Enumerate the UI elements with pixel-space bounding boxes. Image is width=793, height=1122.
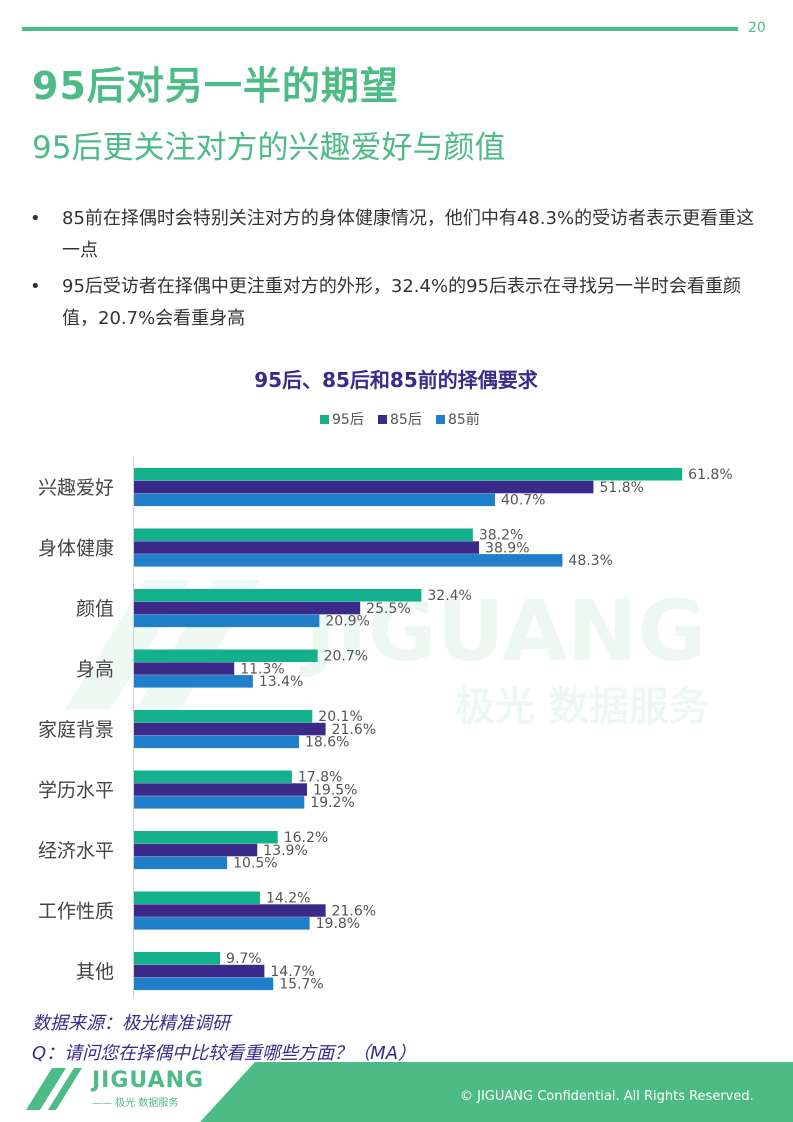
bar bbox=[134, 952, 221, 965]
data-label: 61.8% bbox=[688, 467, 732, 483]
chart-legend: 95后 85后 85前 bbox=[320, 411, 480, 428]
question-note: Q：请问您在择偶中比较看重哪些方面？（MA） bbox=[32, 1043, 417, 1064]
bar bbox=[134, 735, 299, 749]
data-label: 19.2% bbox=[310, 795, 354, 811]
data-label: 21.6% bbox=[332, 903, 376, 919]
data-label: 32.4% bbox=[427, 588, 471, 604]
data-label: 38.2% bbox=[479, 528, 523, 544]
category-label: 工作性质 bbox=[38, 901, 114, 923]
bullet-list: • 85前在择偶时会特别关注对方的身体健康情况，他们中有48.3%的受访者表示更看… bbox=[30, 203, 760, 339]
data-label: 20.1% bbox=[318, 709, 362, 725]
legend-swatch-0 bbox=[320, 415, 329, 424]
bar bbox=[134, 856, 228, 870]
data-label: 18.6% bbox=[305, 735, 349, 751]
bar bbox=[134, 904, 326, 917]
bullet-item: • 95后受访者在择偶中更注重对方的外形，32.4%的95后表示在寻找另一半时会看… bbox=[30, 276, 741, 329]
footer-logo-text: JIGUANG bbox=[92, 1068, 205, 1093]
bar bbox=[134, 770, 292, 783]
legend-swatch-1 bbox=[378, 415, 387, 424]
bar bbox=[134, 722, 326, 736]
bar bbox=[134, 710, 313, 723]
bar bbox=[134, 796, 305, 809]
bar bbox=[134, 675, 253, 688]
legend-label-1: 85后 bbox=[390, 412, 422, 428]
data-label: 48.3% bbox=[568, 553, 612, 569]
bullet-text: 85前在择偶时会特别关注对方的身体健康情况，他们中有48.3%的受访者表示更看重… bbox=[62, 208, 755, 261]
bar bbox=[134, 891, 260, 904]
bullet-item: • 85前在择偶时会特别关注对方的身体健康情况，他们中有48.3%的受访者表示更看… bbox=[30, 208, 755, 261]
bar bbox=[134, 662, 235, 675]
bar bbox=[134, 831, 278, 844]
page-number: 20 bbox=[748, 20, 766, 36]
bar bbox=[134, 843, 258, 857]
bar bbox=[134, 528, 473, 541]
category-label: 颜值 bbox=[76, 598, 114, 620]
bar bbox=[134, 541, 480, 554]
legend-label-0: 95后 bbox=[332, 412, 364, 428]
bar bbox=[134, 649, 318, 662]
data-label: 17.8% bbox=[298, 770, 342, 786]
data-label: 9.7% bbox=[226, 951, 262, 967]
data-label: 20.9% bbox=[325, 614, 369, 630]
source-note: 数据来源：极光精准调研 bbox=[32, 1013, 230, 1034]
footer-logo-sub: —— 极光 数据服务 bbox=[92, 1098, 179, 1109]
data-label: 10.5% bbox=[233, 856, 277, 872]
data-label: 16.2% bbox=[284, 830, 328, 846]
bar bbox=[134, 601, 361, 615]
data-label: 13.9% bbox=[263, 843, 307, 859]
bar bbox=[134, 468, 683, 481]
data-label: 13.4% bbox=[259, 674, 303, 690]
category-label: 身体健康 bbox=[38, 538, 114, 560]
data-label: 11.3% bbox=[240, 661, 284, 677]
footer-copyright: © JIGUANG Confidential. All Rights Reser… bbox=[460, 1089, 754, 1104]
bar bbox=[134, 964, 265, 978]
bar bbox=[134, 589, 422, 602]
data-label: 38.9% bbox=[485, 540, 529, 556]
chart: 95后、85后和85前的择偶要求 95后 85后 85前 兴趣爱好 61.8% 51… bbox=[38, 368, 733, 998]
watermark-sub: 极光 数据服务 bbox=[455, 684, 709, 730]
bar bbox=[134, 614, 320, 628]
category-label: 其他 bbox=[76, 961, 114, 983]
bar bbox=[134, 977, 274, 991]
data-label: 25.5% bbox=[366, 601, 410, 617]
page-title: 95后对另一半的期望 bbox=[32, 64, 399, 108]
data-label: 19.8% bbox=[316, 916, 360, 932]
bullet-text: 95后受访者在择偶中更注重对方的外形，32.4%的95后表示在寻找另一半时会看重… bbox=[62, 276, 741, 329]
top-rule bbox=[22, 27, 738, 31]
bar bbox=[134, 554, 563, 567]
data-label: 14.2% bbox=[266, 891, 310, 907]
legend-label-2: 85前 bbox=[448, 411, 480, 428]
data-label: 40.7% bbox=[501, 493, 545, 509]
page-subtitle: 95后更关注对方的兴趣爱好与颜值 bbox=[32, 130, 506, 166]
chart-title: 95后、85后和85前的择偶要求 bbox=[254, 368, 538, 392]
legend-swatch-2 bbox=[436, 415, 445, 424]
bar bbox=[134, 493, 496, 507]
data-label: 15.7% bbox=[279, 977, 323, 993]
bar bbox=[134, 917, 310, 930]
chart-plot: 兴趣爱好 61.8% 51.8% 40.7% 身体健康 38.2%38.9% 48.3% 颜值… bbox=[38, 467, 733, 993]
bar bbox=[134, 783, 307, 796]
category-label: 家庭背景 bbox=[38, 719, 114, 741]
data-label: 21.6% bbox=[332, 722, 376, 738]
category-label: 经济水平 bbox=[38, 840, 114, 862]
bar bbox=[134, 480, 594, 494]
data-label: 14.7% bbox=[270, 964, 314, 980]
jiguang-logo-icon bbox=[26, 1068, 82, 1110]
category-label: 学历水平 bbox=[38, 780, 114, 802]
data-label: 19.5% bbox=[313, 782, 357, 798]
category-label: 身高 bbox=[76, 659, 114, 681]
category-label: 兴趣爱好 bbox=[38, 477, 114, 499]
data-label: 20.7% bbox=[324, 649, 368, 665]
footer-band bbox=[200, 1062, 793, 1122]
data-label: 51.8% bbox=[599, 480, 643, 496]
